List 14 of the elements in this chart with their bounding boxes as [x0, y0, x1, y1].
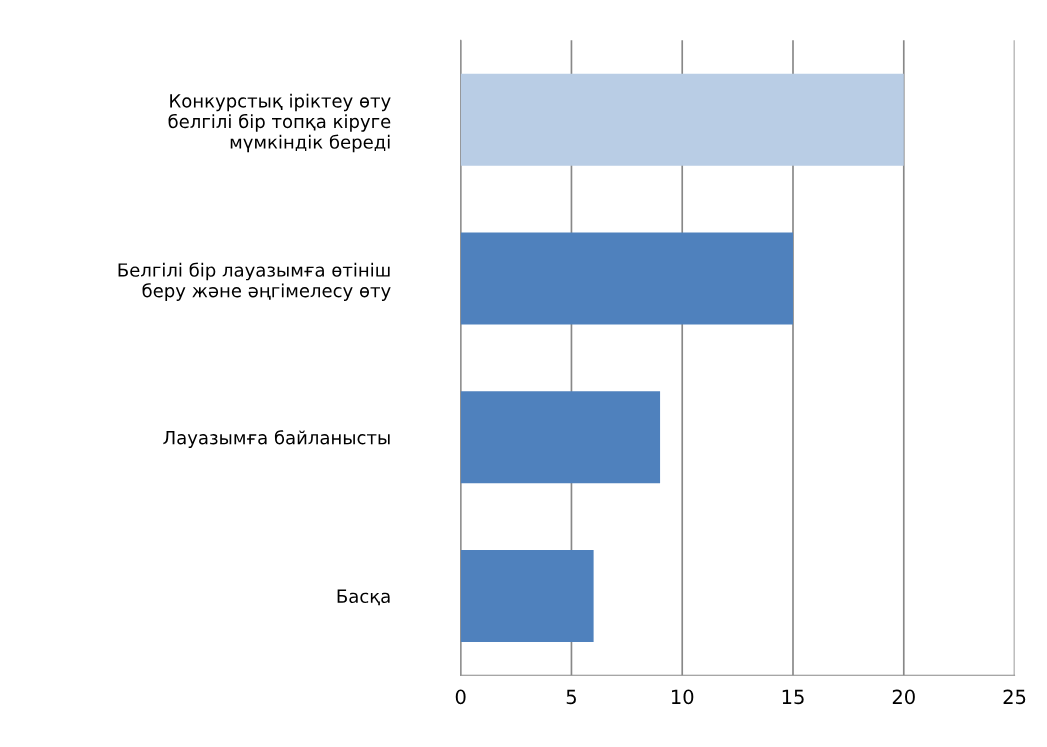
y-tick-label: Белгілі бір лауазымға өтініш беру және әңгімелесу өту	[118, 262, 391, 301]
y-tick-label: Конкурстық іріктеу өту белгілі бір топқа кіруге мүмкіндік береді	[168, 93, 391, 153]
x-tick-label: 20	[892, 689, 915, 705]
x-tick-label: 25	[1003, 689, 1026, 705]
bar	[460, 549, 594, 642]
y-tick-label: Лауазымға байланысты	[163, 430, 390, 448]
bar	[460, 391, 661, 484]
x-tick-label: 10	[671, 689, 694, 705]
bar	[460, 232, 793, 325]
x-tick-label: 0	[455, 689, 466, 705]
x-tick-label: 15	[782, 689, 804, 705]
y-tick-label: Басқа	[337, 589, 390, 606]
x-tick-label: 5	[566, 689, 576, 705]
bar	[460, 73, 904, 166]
